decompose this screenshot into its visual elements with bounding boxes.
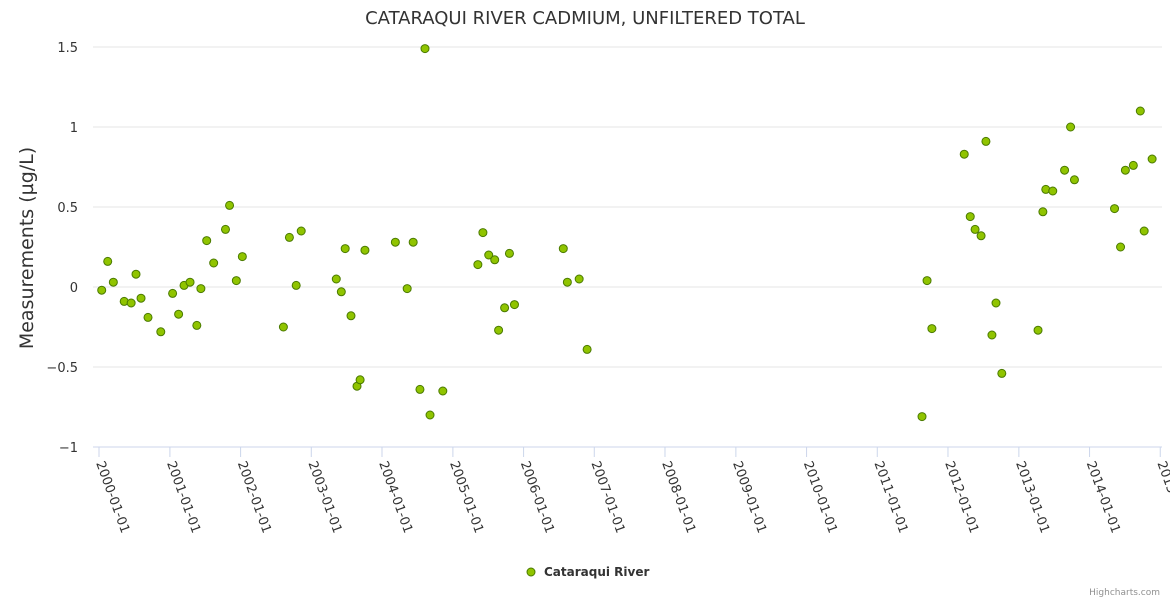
- data-point[interactable]: [355, 375, 365, 385]
- scatter-points: [97, 44, 1157, 422]
- data-point[interactable]: [1038, 207, 1048, 217]
- legend-marker: [526, 567, 536, 577]
- data-point[interactable]: [1060, 165, 1070, 175]
- data-point[interactable]: [196, 284, 206, 294]
- grid: [93, 46, 1162, 368]
- data-point[interactable]: [340, 244, 350, 254]
- data-point[interactable]: [425, 410, 435, 420]
- data-point[interactable]: [917, 412, 927, 422]
- data-point[interactable]: [390, 237, 400, 247]
- data-point[interactable]: [331, 274, 341, 284]
- data-point[interactable]: [484, 250, 494, 260]
- data-point[interactable]: [415, 384, 425, 394]
- y-axis-labels: 1.5 1 0.5 0 −0.5 −1: [46, 41, 78, 456]
- data-point[interactable]: [997, 368, 1007, 378]
- legend-item[interactable]: Cataraqui River: [526, 565, 649, 579]
- data-point[interactable]: [97, 285, 107, 295]
- data-point[interactable]: [174, 309, 184, 319]
- data-point[interactable]: [582, 344, 592, 354]
- data-point[interactable]: [408, 237, 418, 247]
- data-point[interactable]: [220, 224, 230, 234]
- data-point[interactable]: [278, 322, 288, 332]
- data-point[interactable]: [336, 287, 346, 297]
- data-point[interactable]: [574, 274, 584, 284]
- data-point[interactable]: [1066, 122, 1076, 132]
- data-point[interactable]: [103, 256, 113, 266]
- data-point[interactable]: [108, 277, 118, 287]
- y-axis-title: Measurements (µg/L): [16, 147, 38, 349]
- data-point[interactable]: [494, 325, 504, 335]
- data-point[interactable]: [991, 298, 1001, 308]
- y-tick-label: 1: [70, 121, 78, 136]
- data-point[interactable]: [1128, 160, 1138, 170]
- data-point[interactable]: [402, 284, 412, 294]
- data-point[interactable]: [965, 212, 975, 222]
- data-point[interactable]: [131, 269, 141, 279]
- y-tick-label: 0.5: [57, 201, 78, 216]
- data-point[interactable]: [922, 276, 932, 286]
- data-point[interactable]: [209, 258, 219, 268]
- data-point[interactable]: [231, 276, 241, 286]
- data-point[interactable]: [500, 303, 510, 313]
- y-tick-label: −1: [59, 441, 78, 456]
- data-point[interactable]: [291, 280, 301, 290]
- data-point[interactable]: [1116, 242, 1126, 252]
- data-point[interactable]: [438, 386, 448, 396]
- data-point[interactable]: [562, 277, 572, 287]
- y-tick-label: −0.5: [46, 361, 78, 376]
- credits-link[interactable]: Highcharts.com: [1089, 588, 1160, 598]
- chart-title: CATARAQUI RIVER CADMIUM, UNFILTERED TOTA…: [365, 8, 805, 29]
- data-point[interactable]: [504, 248, 514, 258]
- legend-label[interactable]: Cataraqui River: [544, 565, 649, 579]
- data-point[interactable]: [987, 330, 997, 340]
- data-point[interactable]: [473, 260, 483, 270]
- data-point[interactable]: [558, 244, 568, 254]
- data-point[interactable]: [420, 44, 430, 54]
- data-point[interactable]: [284, 232, 294, 242]
- data-point[interactable]: [360, 245, 370, 255]
- data-point[interactable]: [126, 298, 136, 308]
- data-point[interactable]: [202, 236, 212, 246]
- data-point[interactable]: [1120, 165, 1130, 175]
- data-point[interactable]: [976, 231, 986, 241]
- y-tick-label: 0: [70, 281, 78, 296]
- data-point[interactable]: [490, 255, 500, 265]
- data-point[interactable]: [185, 277, 195, 287]
- data-point[interactable]: [136, 293, 146, 303]
- data-point[interactable]: [192, 320, 202, 330]
- data-point[interactable]: [1110, 204, 1120, 214]
- y-tick-label: 1.5: [57, 41, 78, 56]
- data-point[interactable]: [1135, 106, 1145, 116]
- data-point[interactable]: [168, 288, 178, 298]
- data-point[interactable]: [1033, 325, 1043, 335]
- data-point[interactable]: [1069, 175, 1079, 185]
- data-point[interactable]: [981, 136, 991, 146]
- data-point[interactable]: [143, 312, 153, 322]
- data-point[interactable]: [1048, 186, 1058, 196]
- data-point[interactable]: [478, 228, 488, 238]
- data-point[interactable]: [1147, 154, 1157, 164]
- data-point[interactable]: [959, 149, 969, 159]
- data-point[interactable]: [346, 311, 356, 321]
- data-point[interactable]: [970, 224, 980, 234]
- data-point[interactable]: [927, 324, 937, 334]
- data-point[interactable]: [509, 300, 519, 310]
- data-point[interactable]: [296, 226, 306, 236]
- data-point[interactable]: [1139, 226, 1149, 236]
- data-point[interactable]: [225, 200, 235, 210]
- data-point[interactable]: [237, 252, 247, 262]
- data-point[interactable]: [156, 327, 166, 337]
